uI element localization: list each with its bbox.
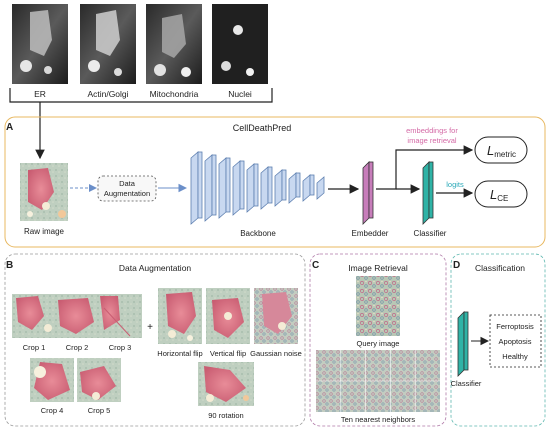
classification-classifier-label: Classifier	[451, 379, 482, 388]
channel-label-nuclei: Nuclei	[228, 89, 252, 99]
transform-image-horizontal-flip	[158, 288, 202, 344]
metric-loss-node: Lmetric	[474, 136, 528, 164]
classes-box: Ferroptosis Apoptosis Healthy	[489, 314, 542, 368]
channel-image-mitochondria	[146, 4, 202, 84]
augmentation-box: Data Augmentation	[97, 175, 157, 202]
crop-image-5	[77, 358, 121, 402]
channel-label-actin-golgi: Actin/Golgi	[87, 89, 128, 99]
nearest-neighbors-grid	[316, 350, 440, 412]
panel-a-letter: A	[6, 122, 13, 133]
transform-label-gaussian-noise: Gaussian noise	[250, 349, 302, 358]
crop-image-1	[12, 294, 56, 338]
crop-label-5: Crop 5	[88, 406, 111, 415]
raw-image	[20, 163, 68, 221]
plus-sign: +	[147, 322, 153, 333]
panel-b: B Data Augmentation Crop 1 Crop 2 Crop 3	[4, 253, 306, 427]
panel-b-letter: B	[6, 260, 13, 271]
ce-loss-sub: CE	[497, 194, 508, 203]
backbone-network	[190, 151, 325, 225]
augmentation-box-line2: Augmentation	[104, 189, 150, 198]
ce-loss-node: LCE	[474, 180, 528, 208]
panel-d-letter: D	[453, 260, 460, 271]
backbone-label: Backbone	[240, 229, 276, 238]
embeddings-label-line1: embeddings for	[406, 126, 458, 135]
transform-image-90-rotation	[198, 362, 254, 406]
transform-image-vertical-flip	[206, 288, 250, 344]
crop-image-3	[98, 294, 142, 338]
class-ferroptosis: Ferroptosis	[496, 322, 534, 331]
embedder-to-metric-arrow	[376, 145, 474, 190]
crop-label-1: Crop 1	[23, 343, 46, 352]
classification-classifier-block	[457, 311, 469, 377]
channel-strip: ER Actin/Golgi Mitochondria Nuclei	[9, 4, 273, 160]
channel-image-nuclei	[212, 4, 268, 84]
crop-image-4	[30, 358, 74, 402]
raw-image-label: Raw image	[24, 227, 65, 236]
transform-image-gaussian-noise	[254, 288, 298, 344]
transform-label-90-rotation: 90 rotation	[208, 411, 243, 420]
panel-c-letter: C	[312, 260, 319, 271]
augmentation-box-line1: Data	[119, 179, 136, 188]
panel-a-title: CellDeathPred	[233, 123, 292, 133]
crop-label-2: Crop 2	[66, 343, 89, 352]
class-apoptosis: Apoptosis	[499, 337, 532, 346]
channel-label-er: ER	[34, 89, 46, 99]
channel-label-mitochondria: Mitochondria	[150, 89, 199, 99]
classifier-block	[422, 161, 434, 225]
panel-d: D Classification Classifier Ferroptosis …	[451, 253, 546, 427]
channel-bracket	[9, 88, 273, 103]
crop-label-3: Crop 3	[109, 343, 132, 352]
ce-loss-symbol: LCE	[490, 187, 508, 203]
panel-d-title: Classification	[475, 263, 525, 273]
classifier-label: Classifier	[414, 229, 447, 238]
embedder-block	[362, 161, 374, 225]
class-healthy: Healthy	[502, 352, 528, 361]
crop-image-2	[55, 294, 99, 338]
metric-loss-main: L	[487, 143, 494, 158]
query-image	[356, 276, 400, 336]
transform-label-horizontal-flip: Horizontal flip	[157, 349, 202, 358]
panel-a: A CellDeathPred Raw image Data Augmentat…	[4, 116, 546, 248]
metric-loss-symbol: Lmetric	[487, 143, 516, 159]
panel-b-title: Data Augmentation	[119, 263, 192, 273]
ce-loss-main: L	[490, 187, 497, 202]
crop-label-4: Crop 4	[41, 406, 64, 415]
transform-label-vertical-flip: Vertical flip	[210, 349, 246, 358]
embeddings-label-line2: image retrieval	[407, 136, 457, 145]
query-image-label: Query image	[357, 339, 400, 348]
nearest-neighbors-label: Ten nearest neighbors	[341, 415, 415, 424]
metric-loss-sub: metric	[494, 150, 516, 159]
channel-image-er	[12, 4, 68, 84]
embedder-label: Embedder	[352, 229, 389, 238]
channel-image-actin-golgi	[80, 4, 136, 84]
panel-c: C Image Retrieval Query image Ten neares…	[309, 253, 447, 427]
panel-c-title: Image Retrieval	[348, 263, 408, 273]
logits-label: logits	[446, 180, 464, 189]
